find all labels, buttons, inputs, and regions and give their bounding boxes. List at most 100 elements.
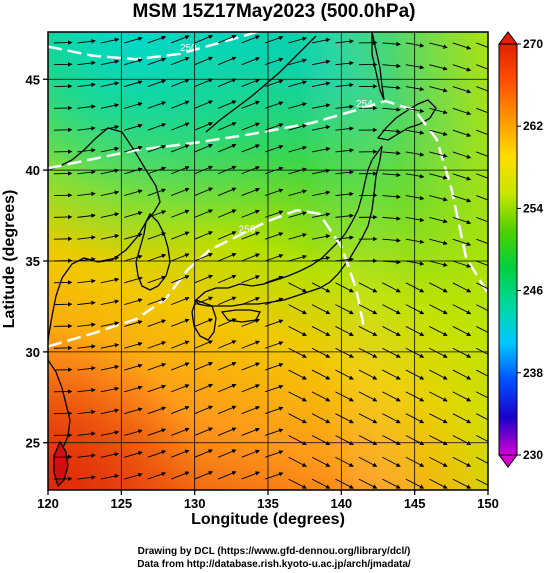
streamline-arrow [311,282,331,293]
streamline-arrow [241,100,261,109]
streamline-arrow [241,340,261,349]
streamline-arrow [382,41,401,47]
contour-label-258: 258 [239,225,256,236]
streamline-arrow [429,413,448,424]
japan-hokkaido-coast [376,99,437,141]
streamline-arrow [335,304,354,315]
streamline-arrow [241,384,261,393]
streamline-arrow [429,195,448,202]
colorbar-max-arrow [498,31,518,45]
streamline-arrow [194,318,214,327]
streamline-arrow [241,318,261,327]
streamline-arrow [77,387,96,393]
streamline-arrow [452,478,472,489]
streamline-arrow [241,296,261,306]
streamline-arrow [171,296,190,306]
streamline-arrow [171,231,190,240]
streamline-arrow [476,151,488,157]
streamline-arrow [194,296,214,306]
streamline-arrow [311,478,331,489]
streamline-arrow [147,210,167,218]
streamline-arrow [335,148,354,153]
streamline-arrow [288,36,307,44]
streamline-arrow [311,37,331,44]
streamline-arrow [147,341,167,349]
streamline-arrow [358,347,378,358]
streamline-arrow [335,478,354,489]
streamline-arrow [100,103,120,109]
streamline-arrow [147,471,167,480]
streamline-arrow [476,42,488,48]
streamline-arrow [452,413,472,424]
contour-254 [48,99,488,295]
colorbar-label-254: 254 [523,201,543,215]
wind-streamlines [53,34,488,489]
streamline-arrow [147,79,167,87]
streamline-arrow [147,232,167,240]
contour-label-250: 250 [180,43,197,54]
streamline-arrow [171,471,190,480]
streamline-arrow [241,362,261,371]
streamline-arrow [476,304,488,312]
streamline-arrow [147,297,167,306]
streamline-arrow [241,122,261,131]
streamline-arrow [429,304,448,315]
streamline-arrow [124,58,143,66]
streamline-arrow [452,282,472,293]
streamline-arrow [124,320,143,327]
asia-mainland-coast [48,127,161,341]
colorbar-label-270: 270 [523,37,543,51]
streamline-arrow [171,209,190,218]
streamline-arrow [241,187,261,196]
streamline-arrow [124,254,143,262]
streamline-arrow [452,326,472,336]
streamline-arrow [194,56,214,66]
streamline-arrow [217,253,237,262]
streamline-arrow [194,340,214,349]
streamline-arrow [382,238,401,243]
streamline-arrow [241,35,261,44]
colorbar-label-262: 262 [523,119,543,133]
streamline-arrow [429,173,448,180]
streamline-arrow [288,369,307,380]
streamline-arrow [171,318,190,327]
streamline-arrow [171,340,190,349]
streamline-arrow [452,107,472,116]
streamline-arrow [476,478,488,486]
streamline-arrow [241,144,261,153]
japan-shikoku-coast [220,309,261,323]
streamline-arrow [311,125,331,131]
streamline-arrow [358,304,378,315]
streamline-arrow [194,449,214,458]
colorbar-label-246: 246 [523,284,543,298]
streamline-arrow [429,42,448,49]
streamline-arrow [452,86,472,94]
streamline-arrow [429,326,448,336]
streamline-arrow [335,82,354,88]
streamline-arrow [194,34,214,44]
streamline-arrow [382,282,401,293]
streamline-arrow [171,100,190,109]
streamline-arrow [429,347,448,358]
streamline-arrow [382,150,401,156]
contour-label-254: 254 [356,99,373,110]
streamline-arrow [288,102,307,109]
streamline-arrow [217,362,237,371]
streamline-arrow [288,167,307,175]
x-axis-label: Longitude (degrees) [191,511,345,528]
streamline-arrow [100,473,120,480]
streamline-arrow [476,260,488,266]
streamline-arrow [335,369,354,380]
streamline-arrow [194,471,214,480]
streamline-arrow [194,78,214,87]
streamline-arrow [358,413,378,424]
streamline-arrow [100,234,120,240]
streamline-arrow [77,126,96,131]
streamline-arrow [100,146,120,153]
streamline-arrow [288,254,307,262]
streamline-arrow [452,129,472,137]
streamline-arrow [217,209,237,218]
streamline-arrow [288,124,307,131]
streamline-arrow [382,216,401,221]
streamline-arrow [335,326,354,336]
